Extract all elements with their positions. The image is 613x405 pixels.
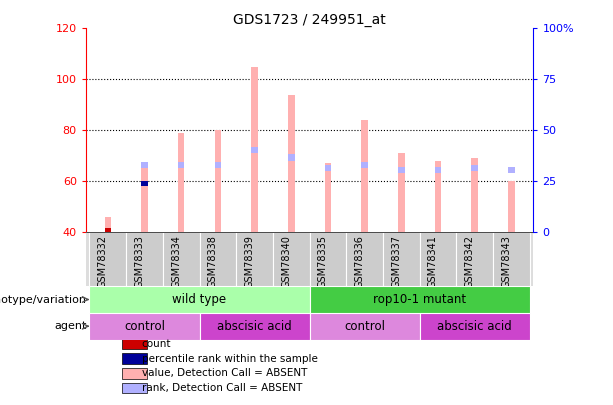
Text: wild type: wild type xyxy=(172,293,227,306)
Bar xyxy=(273,232,310,286)
Text: GSM78342: GSM78342 xyxy=(465,235,474,288)
Bar xyxy=(288,154,294,161)
Text: GSM78335: GSM78335 xyxy=(318,235,328,288)
Bar xyxy=(178,133,185,232)
Bar xyxy=(471,158,478,232)
Bar xyxy=(141,162,148,168)
Bar xyxy=(199,313,310,340)
Bar xyxy=(126,232,163,286)
Bar xyxy=(141,168,148,232)
Text: percentile rank within the sample: percentile rank within the sample xyxy=(142,354,318,364)
Bar xyxy=(435,167,441,173)
Bar xyxy=(89,286,310,313)
Text: GSM78333: GSM78333 xyxy=(134,235,145,288)
Bar xyxy=(310,313,420,340)
Bar xyxy=(251,66,258,232)
Bar xyxy=(236,232,273,286)
Bar xyxy=(456,232,493,286)
Bar xyxy=(435,161,441,232)
Text: GSM78343: GSM78343 xyxy=(501,235,511,288)
Bar xyxy=(178,162,185,168)
Text: abscisic acid: abscisic acid xyxy=(217,320,292,333)
Bar xyxy=(346,232,383,286)
Bar xyxy=(398,153,405,232)
Bar xyxy=(215,162,221,168)
Bar xyxy=(121,383,147,394)
Bar xyxy=(215,130,221,232)
Text: genotype/variation: genotype/variation xyxy=(0,294,86,305)
Text: GSM78332: GSM78332 xyxy=(98,235,108,288)
Text: GSM78340: GSM78340 xyxy=(281,235,291,288)
Bar xyxy=(471,164,478,171)
Bar xyxy=(493,232,530,286)
Text: GSM78336: GSM78336 xyxy=(354,235,365,288)
Text: GSM78337: GSM78337 xyxy=(391,235,402,288)
Bar xyxy=(105,217,111,232)
Text: GSM78339: GSM78339 xyxy=(245,235,254,288)
Bar xyxy=(288,94,294,232)
Bar xyxy=(310,232,346,286)
Bar xyxy=(105,228,111,232)
Text: agent: agent xyxy=(54,321,86,331)
Bar xyxy=(508,181,514,232)
Bar xyxy=(325,163,331,232)
Text: count: count xyxy=(142,339,171,349)
Text: rank, Detection Call = ABSENT: rank, Detection Call = ABSENT xyxy=(142,383,302,393)
Text: value, Detection Call = ABSENT: value, Detection Call = ABSENT xyxy=(142,369,307,378)
Bar xyxy=(121,339,147,349)
Text: control: control xyxy=(124,320,165,333)
Title: GDS1723 / 249951_at: GDS1723 / 249951_at xyxy=(233,13,386,27)
Bar xyxy=(398,167,405,173)
Bar xyxy=(163,232,199,286)
Bar xyxy=(121,368,147,379)
Text: GSM78334: GSM78334 xyxy=(171,235,181,288)
Bar xyxy=(508,167,514,173)
Bar xyxy=(361,162,368,168)
Bar xyxy=(251,147,258,153)
Text: control: control xyxy=(344,320,385,333)
Bar xyxy=(420,232,456,286)
Text: abscisic acid: abscisic acid xyxy=(437,320,512,333)
Text: rop10-1 mutant: rop10-1 mutant xyxy=(373,293,466,306)
Text: GSM78338: GSM78338 xyxy=(208,235,218,288)
Bar xyxy=(325,164,331,171)
Bar xyxy=(199,232,236,286)
Bar xyxy=(310,286,530,313)
Text: GSM78341: GSM78341 xyxy=(428,235,438,288)
Bar xyxy=(89,313,199,340)
Bar xyxy=(383,232,420,286)
Bar xyxy=(420,313,530,340)
Bar xyxy=(121,353,147,364)
Bar xyxy=(361,120,368,232)
Bar xyxy=(141,181,148,186)
Bar xyxy=(89,232,126,286)
